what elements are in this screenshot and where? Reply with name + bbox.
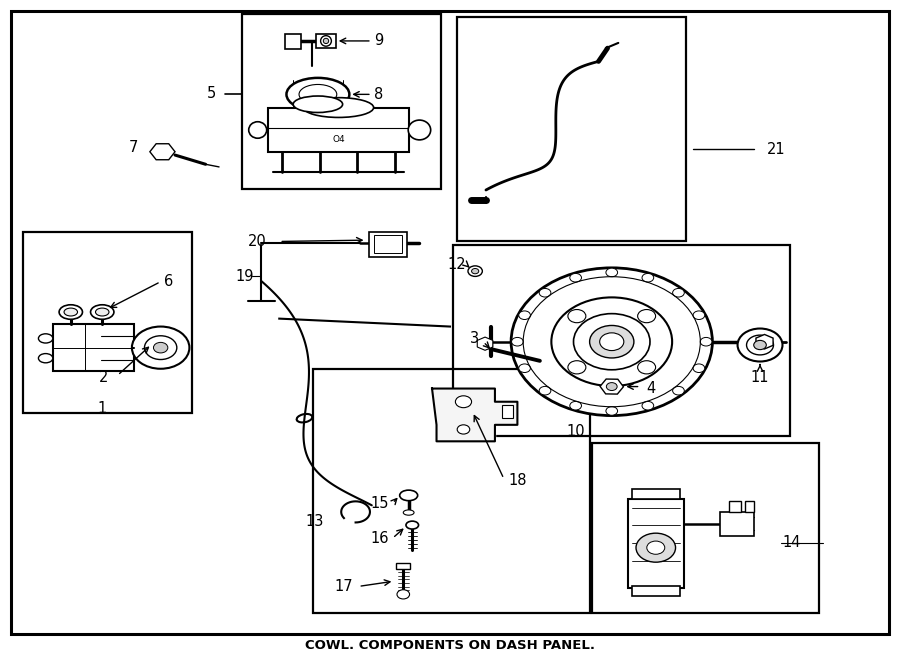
Bar — [453, 245, 789, 436]
Circle shape — [647, 541, 665, 555]
Text: 2: 2 — [99, 371, 109, 385]
Circle shape — [672, 387, 684, 395]
Circle shape — [468, 266, 482, 276]
Text: 1: 1 — [97, 401, 107, 416]
Circle shape — [568, 361, 586, 374]
Bar — [502, 405, 513, 418]
Ellipse shape — [293, 96, 343, 112]
Ellipse shape — [91, 305, 114, 319]
Text: 4: 4 — [646, 381, 655, 396]
Bar — [592, 443, 819, 613]
Text: 21: 21 — [767, 141, 786, 157]
Polygon shape — [432, 389, 518, 442]
Circle shape — [539, 288, 551, 297]
Ellipse shape — [39, 334, 53, 343]
Bar — [729, 501, 742, 512]
Circle shape — [642, 274, 653, 282]
Circle shape — [700, 337, 712, 346]
Ellipse shape — [403, 510, 414, 515]
Circle shape — [590, 325, 634, 358]
Ellipse shape — [323, 38, 328, 44]
Ellipse shape — [303, 98, 374, 118]
Text: 3: 3 — [470, 331, 479, 346]
Circle shape — [511, 337, 523, 346]
Circle shape — [518, 311, 530, 319]
Circle shape — [672, 288, 684, 297]
Text: 12: 12 — [447, 257, 466, 272]
Bar — [316, 34, 336, 48]
Ellipse shape — [248, 122, 266, 138]
Text: 14: 14 — [782, 535, 801, 551]
Bar — [374, 235, 402, 253]
Circle shape — [511, 268, 713, 416]
Ellipse shape — [406, 521, 419, 529]
Text: 20: 20 — [248, 234, 266, 249]
Circle shape — [573, 313, 650, 369]
Bar — [23, 231, 192, 413]
Circle shape — [472, 268, 479, 274]
Text: 9: 9 — [374, 34, 383, 48]
Text: 11: 11 — [751, 370, 770, 385]
Text: 10: 10 — [566, 424, 585, 439]
Circle shape — [642, 401, 653, 410]
Ellipse shape — [320, 36, 331, 46]
Bar — [284, 34, 301, 49]
Circle shape — [599, 333, 624, 350]
Circle shape — [693, 364, 705, 373]
Ellipse shape — [400, 490, 418, 500]
Bar — [720, 512, 753, 535]
Text: 19: 19 — [236, 269, 255, 284]
Ellipse shape — [59, 305, 83, 319]
Circle shape — [637, 361, 655, 374]
Circle shape — [570, 401, 581, 410]
Ellipse shape — [64, 308, 77, 316]
Circle shape — [518, 364, 530, 373]
Text: 13: 13 — [306, 514, 324, 529]
Bar — [628, 498, 684, 588]
Circle shape — [552, 297, 672, 386]
Circle shape — [746, 335, 773, 355]
Circle shape — [568, 309, 586, 323]
Circle shape — [606, 407, 617, 415]
Text: 18: 18 — [508, 473, 526, 488]
Bar — [744, 501, 753, 512]
Bar — [268, 108, 409, 153]
Bar — [241, 14, 441, 188]
Ellipse shape — [409, 120, 431, 140]
Bar — [313, 369, 590, 613]
Text: 16: 16 — [371, 531, 389, 546]
Text: COWL. COMPONENTS ON DASH PANEL.: COWL. COMPONENTS ON DASH PANEL. — [305, 639, 595, 652]
Bar — [457, 17, 687, 241]
Text: 15: 15 — [371, 496, 389, 511]
Circle shape — [539, 387, 551, 395]
Text: 8: 8 — [374, 87, 383, 102]
Ellipse shape — [286, 78, 349, 111]
Circle shape — [154, 342, 167, 353]
Circle shape — [607, 383, 617, 391]
Ellipse shape — [95, 308, 109, 316]
Text: O4: O4 — [332, 136, 345, 144]
Bar — [632, 488, 680, 498]
Text: 6: 6 — [164, 274, 174, 290]
Text: 5: 5 — [207, 85, 216, 100]
Circle shape — [637, 309, 655, 323]
Circle shape — [397, 590, 410, 599]
Circle shape — [457, 425, 470, 434]
Circle shape — [132, 327, 189, 369]
Circle shape — [455, 396, 472, 408]
Circle shape — [570, 274, 581, 282]
Bar — [396, 563, 410, 569]
Circle shape — [738, 329, 782, 362]
Text: 17: 17 — [334, 579, 353, 594]
Circle shape — [753, 340, 766, 350]
Circle shape — [606, 268, 617, 277]
Circle shape — [145, 336, 176, 360]
Circle shape — [693, 311, 705, 319]
Circle shape — [636, 533, 676, 563]
Text: 7: 7 — [129, 139, 139, 155]
Bar — [369, 231, 407, 256]
Ellipse shape — [39, 354, 53, 363]
Bar — [53, 324, 134, 371]
Bar — [632, 586, 680, 596]
